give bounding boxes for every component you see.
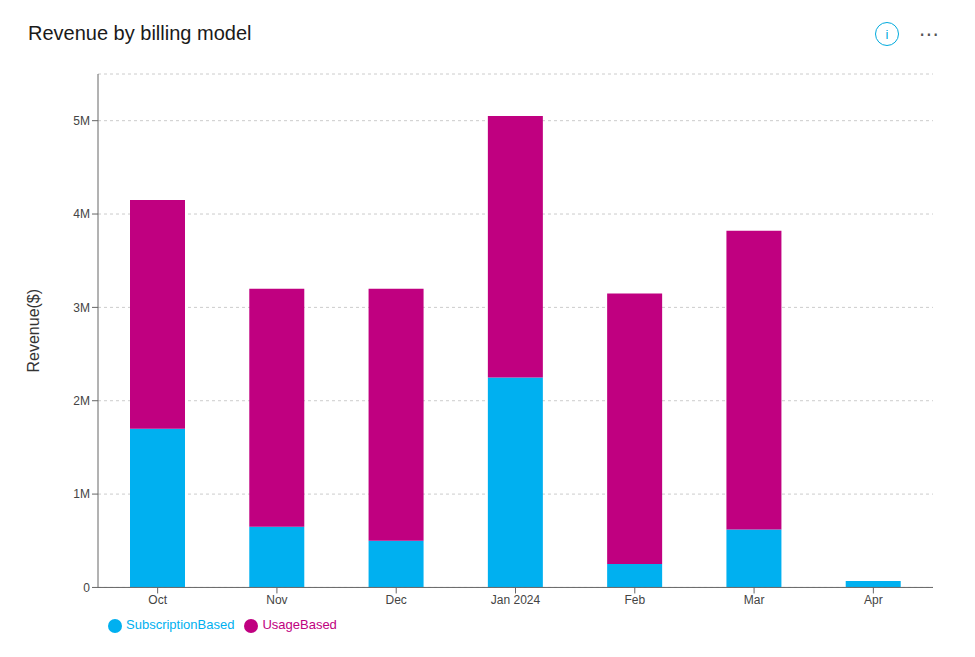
svg-text:2M: 2M	[73, 394, 90, 408]
html-text:i: i	[885, 26, 889, 42]
svg-text:0: 0	[83, 581, 90, 595]
svg-text:Mar: Mar	[744, 593, 765, 607]
svg-text:Nov: Nov	[266, 593, 287, 607]
svg-text:Oct: Oct	[148, 593, 167, 607]
svg-text:3M: 3M	[73, 301, 90, 315]
html-text:SubscriptionBased: SubscriptionBased	[126, 617, 235, 633]
svg-text:5M: 5M	[73, 114, 90, 128]
svg-text:Revenue($): Revenue($)	[25, 289, 42, 373]
html-text:UsageBased: UsageBased	[262, 617, 337, 633]
svg-text:4M: 4M	[73, 207, 90, 221]
svg-text:1M: 1M	[73, 487, 90, 501]
html-text:Revenue by billing model: Revenue by billing model	[28, 22, 252, 44]
svg-text:Apr: Apr	[864, 593, 883, 607]
svg-text:Feb: Feb	[624, 593, 645, 607]
svg-text:Jan 2024: Jan 2024	[491, 593, 541, 607]
svg-text:Dec: Dec	[386, 593, 407, 607]
